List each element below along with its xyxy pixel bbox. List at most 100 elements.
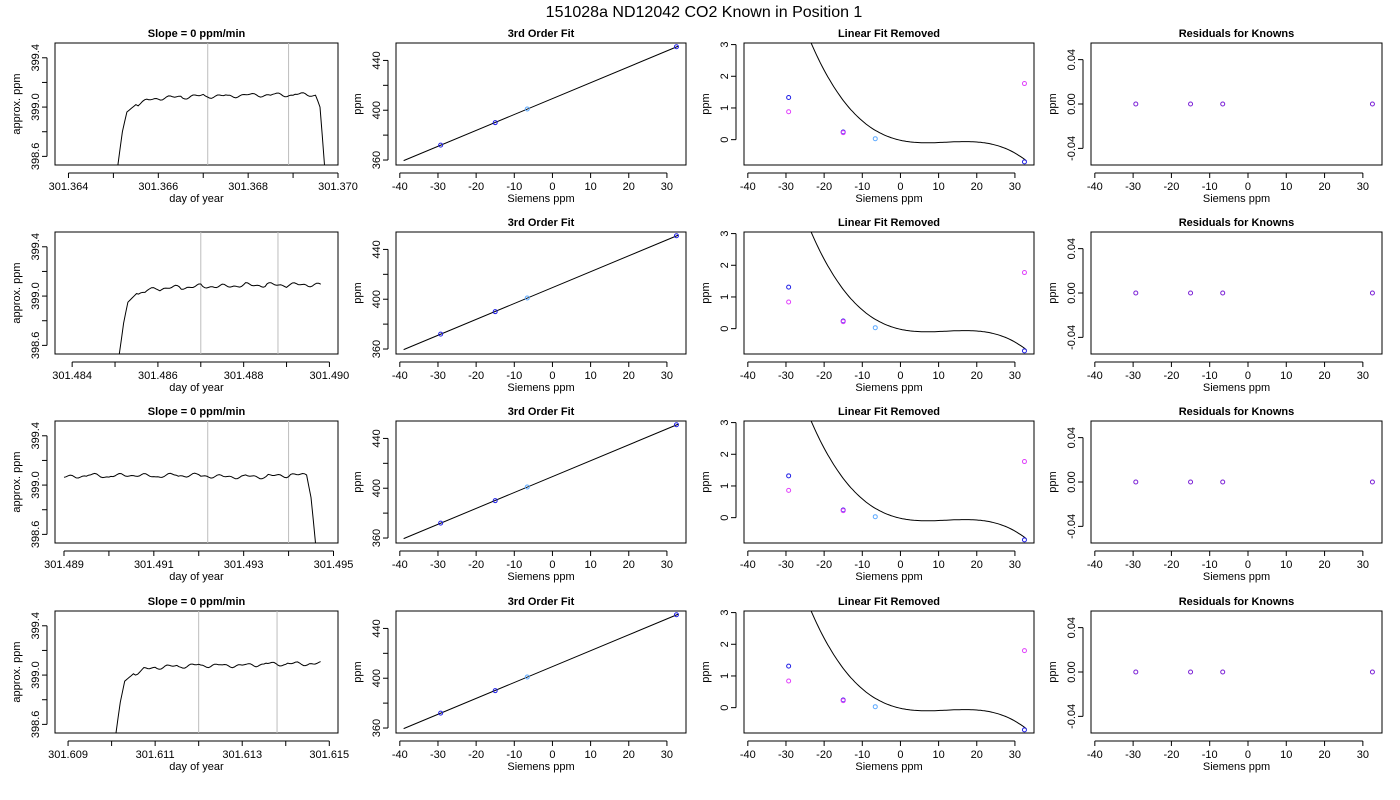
y-tick-label: 0.04 [1066, 49, 1078, 70]
x-tick-label: 0 [549, 181, 555, 193]
y-tick-label: 0.04 [1066, 238, 1078, 259]
data-point [840, 319, 846, 325]
fit-line [403, 423, 679, 540]
x-axis-label: Siemens ppm [507, 761, 574, 773]
data-point [1220, 101, 1226, 107]
x-tick-label: -30 [1125, 181, 1141, 193]
x-tick-label: -10 [1202, 559, 1218, 571]
x-tick-label: -30 [430, 370, 446, 382]
x-tick-label: 0 [897, 749, 903, 761]
data-point [1188, 479, 1194, 485]
x-tick-label: -10 [506, 749, 522, 761]
panel-frame [743, 610, 1035, 734]
x-tick-label: 30 [661, 370, 673, 382]
x-tick-label: 20 [1318, 749, 1330, 761]
y-tick-label: 0 [719, 137, 731, 143]
panel-title: Residuals for Knowns [1179, 28, 1295, 40]
concentration-trace [117, 92, 325, 165]
panel-4-lin: Linear Fit Removed -40 -30 -20 -10 0 10 20 30 0 1 2… [700, 596, 1035, 773]
y-tick-label: 399.0 [30, 282, 42, 310]
x-tick-label: -20 [468, 370, 484, 382]
panel-title: Slope = 0 ppm/min [148, 28, 246, 40]
x-tick-label: -40 [392, 749, 408, 761]
y-tick-label: 2 [719, 451, 731, 457]
y-axis-label: ppm [352, 282, 364, 303]
data-point [492, 309, 498, 315]
panel-frame [395, 610, 687, 734]
x-tick-label: -40 [392, 370, 408, 382]
x-tick-label: -30 [1125, 749, 1141, 761]
x-tick-label: 30 [1009, 559, 1021, 571]
panel-1-res: Residuals for Knowns -40 -30 -20 -10 0 10 20 30 -… [1047, 28, 1383, 205]
y-tick-label: 399.0 [30, 471, 42, 499]
data-point [1188, 290, 1194, 296]
y-axis-label: ppm [352, 471, 364, 492]
data-point [786, 284, 792, 290]
panel-3-lin: Linear Fit Removed -40 -30 -20 -10 0 10 20 30 0 1 2… [700, 406, 1035, 583]
plot-area [115, 611, 321, 733]
x-tick-label: -20 [468, 749, 484, 761]
data-point [438, 520, 444, 526]
x-tick-label: 0 [897, 370, 903, 382]
data-point [1220, 479, 1226, 485]
concentration-trace [63, 472, 316, 543]
y-axis-label: ppm [1047, 93, 1059, 114]
x-tick-label: 0 [1245, 181, 1251, 193]
x-tick-label: 301.486 [138, 370, 178, 382]
x-axis-label: Siemens ppm [1203, 761, 1270, 773]
y-tick-label: 440 [371, 51, 383, 69]
x-tick-label: 10 [1280, 749, 1292, 761]
y-tick-label: 2 [719, 262, 731, 268]
panel-frame [743, 231, 1035, 355]
x-tick-label: -20 [468, 559, 484, 571]
residual-curve [810, 611, 1027, 730]
y-tick-label: 1 [719, 105, 731, 111]
y-axis-label: approx. ppm [11, 641, 23, 702]
y-tick-label: 399.0 [30, 661, 42, 689]
panel-title: 3rd Order Fit [508, 28, 575, 40]
data-point [1220, 290, 1226, 296]
data-point [840, 698, 846, 704]
x-tick-label: 0 [549, 370, 555, 382]
x-tick-label: 301.489 [44, 559, 84, 571]
data-point [1369, 290, 1375, 296]
panel-title: Residuals for Knowns [1179, 406, 1295, 418]
data-point [438, 331, 444, 337]
x-axis-label: day of year [169, 571, 224, 583]
panel-frame [54, 231, 339, 355]
x-tick-label: -10 [1202, 370, 1218, 382]
y-tick-label: 399.4 [30, 233, 42, 261]
x-axis-label: Siemens ppm [1203, 193, 1270, 205]
y-tick-label: 360 [371, 151, 383, 169]
x-tick-label: 0 [897, 559, 903, 571]
x-tick-label: 301.488 [224, 370, 264, 382]
data-point [1220, 669, 1226, 675]
x-tick-label: 30 [1009, 370, 1021, 382]
y-tick-label: 0.00 [1066, 93, 1078, 114]
x-tick-label: -30 [430, 181, 446, 193]
x-tick-label: -10 [854, 181, 870, 193]
y-tick-label: 399.4 [30, 422, 42, 450]
x-axis-label: day of year [169, 761, 224, 773]
x-tick-label: -40 [740, 559, 756, 571]
y-axis-label: ppm [1047, 282, 1059, 303]
x-axis-label: Siemens ppm [507, 193, 574, 205]
x-tick-label: 30 [1357, 749, 1369, 761]
x-tick-label: 20 [623, 370, 635, 382]
x-tick-label: 20 [971, 559, 983, 571]
x-tick-label: 301.370 [318, 181, 358, 193]
x-tick-label: 20 [623, 181, 635, 193]
data-point [492, 120, 498, 126]
x-tick-label: -10 [854, 749, 870, 761]
x-tick-label: -10 [506, 559, 522, 571]
data-point [1133, 669, 1139, 675]
x-tick-label: 10 [1280, 181, 1292, 193]
x-tick-label: 20 [623, 749, 635, 761]
x-tick-label: 30 [661, 749, 673, 761]
x-tick-label: -40 [740, 749, 756, 761]
data-point [1133, 101, 1139, 107]
x-axis-label: Siemens ppm [1203, 382, 1270, 394]
plot-area [403, 44, 679, 162]
y-tick-label: 0.00 [1066, 661, 1078, 682]
